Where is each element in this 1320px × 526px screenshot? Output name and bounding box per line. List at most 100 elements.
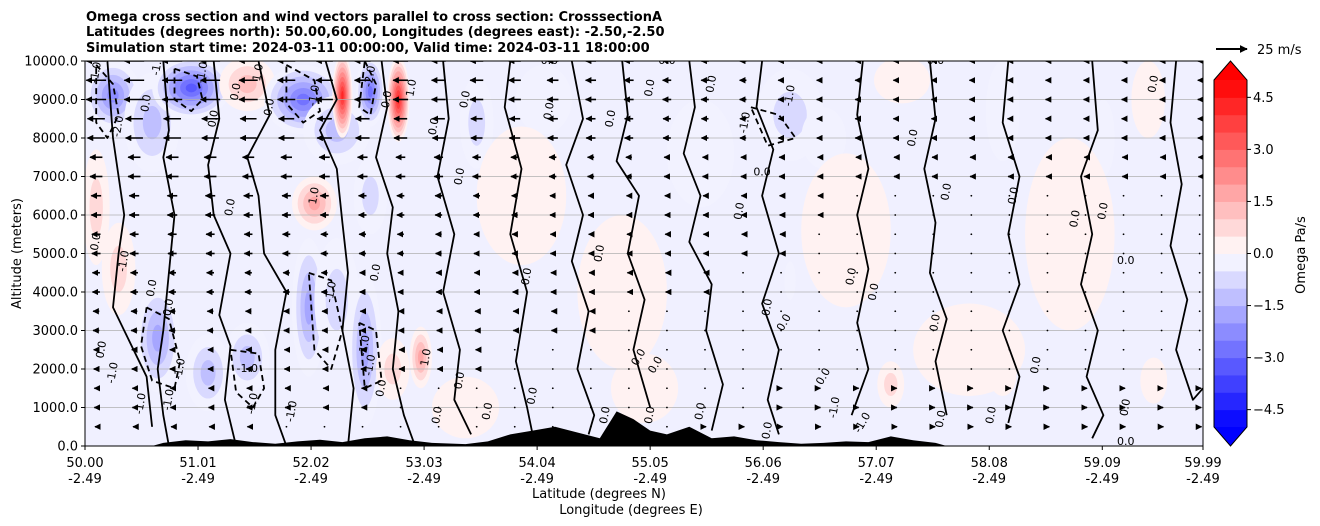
contour-line-solid bbox=[319, 61, 355, 446]
wind-vector bbox=[513, 425, 516, 428]
title-line-3: Simulation start time: 2024-03-11 00:00:… bbox=[86, 41, 650, 56]
x-tick-label-lon: -2.49 bbox=[1186, 472, 1220, 487]
contour-line-dashed bbox=[358, 321, 383, 390]
x-tick-label-lon: -2.49 bbox=[1085, 472, 1119, 487]
wind-vector bbox=[894, 329, 897, 332]
wind-vector bbox=[1084, 233, 1087, 236]
omega-feature-level bbox=[308, 196, 321, 211]
wind-vector bbox=[475, 425, 478, 428]
contour-line-solid bbox=[1169, 61, 1203, 401]
wind-vector bbox=[437, 387, 440, 390]
wind-vector bbox=[1046, 194, 1049, 197]
wind-vector bbox=[932, 252, 935, 255]
wind-vector bbox=[742, 387, 744, 390]
colorbar-tick-label: 1.5 bbox=[1253, 195, 1274, 210]
contour-label: 0.0 bbox=[451, 371, 467, 390]
y-axis: 0.0 1000.0 2000.0 3000.0 4000.0 5000.0 6000.0 7… bbox=[24, 55, 85, 455]
wind-vector bbox=[437, 406, 440, 409]
contour-label: 0.0 bbox=[753, 166, 771, 179]
wind-vector bbox=[780, 271, 782, 274]
quiver-key: 25 m/s bbox=[1216, 43, 1302, 58]
wind-vector bbox=[856, 348, 859, 351]
wind-vector bbox=[1198, 252, 1201, 255]
y-tick-label: 10000.0 bbox=[24, 55, 78, 70]
contour-line-dashed bbox=[95, 64, 120, 139]
omega-feature-level bbox=[873, 61, 930, 104]
colorbar-segment bbox=[1214, 288, 1247, 307]
wind-vector bbox=[399, 406, 402, 409]
wind-vector bbox=[666, 425, 668, 428]
y-tick-label: 4000.0 bbox=[33, 286, 79, 301]
omega-feature-level bbox=[666, 99, 735, 208]
colorbar-segment bbox=[1214, 80, 1247, 98]
wind-vector bbox=[666, 348, 668, 351]
omega-feature-level bbox=[142, 105, 162, 140]
colorbar-segment bbox=[1214, 357, 1247, 376]
contour-line-dashed bbox=[140, 306, 181, 390]
x-tick-label-lon: -2.49 bbox=[407, 472, 441, 487]
contour-label: -1.0 bbox=[149, 53, 166, 76]
colorbar: 4.5 3.0 1.5 0.0 −1.5 −3.0 −4.5 bbox=[1213, 60, 1285, 447]
contour-label: 0.0 bbox=[451, 167, 467, 186]
omega-feature-level bbox=[361, 176, 379, 215]
wind-vector bbox=[589, 387, 592, 390]
wind-vector bbox=[1198, 291, 1201, 293]
wind-vector bbox=[1198, 233, 1201, 236]
contour-line-solid bbox=[436, 61, 472, 435]
wind-vector bbox=[894, 214, 897, 216]
wind-vector bbox=[1160, 348, 1163, 351]
colorbar-segment bbox=[1214, 184, 1247, 202]
omega-feature-level bbox=[784, 261, 796, 300]
wind-vector bbox=[666, 387, 668, 390]
contour-label: 1.0 bbox=[403, 78, 419, 97]
wind-vector bbox=[1122, 368, 1125, 370]
y-tick-label: 1000.0 bbox=[33, 401, 79, 416]
wind-vector bbox=[551, 368, 554, 370]
x-tick-label-lat: 59.09 bbox=[1084, 456, 1121, 471]
colorbar-extend-bottom bbox=[1214, 427, 1247, 446]
contour-label: 0.0 bbox=[759, 421, 775, 440]
wind-vector bbox=[1198, 348, 1201, 351]
wind-vector bbox=[742, 368, 744, 370]
wind-vector bbox=[970, 233, 973, 236]
x-tick-label-lat: 55.05 bbox=[632, 456, 669, 471]
wind-vector bbox=[818, 291, 821, 293]
wind-vector bbox=[780, 348, 782, 351]
contour-label: 0.0 bbox=[692, 402, 708, 421]
wind-vector bbox=[856, 291, 859, 293]
wind-vector bbox=[894, 271, 897, 274]
wind-vector bbox=[1160, 291, 1163, 293]
wind-vector bbox=[818, 252, 821, 255]
contour-label: 0.0 bbox=[905, 128, 921, 147]
wind-vector bbox=[932, 233, 935, 236]
wind-vector bbox=[1160, 368, 1163, 370]
colorbar-segment bbox=[1214, 97, 1247, 116]
contour-label: 0.0 bbox=[759, 298, 775, 317]
wind-vector bbox=[818, 233, 821, 236]
wind-vector bbox=[513, 387, 516, 390]
colorbar-segment bbox=[1214, 409, 1247, 428]
wind-vector bbox=[399, 387, 402, 390]
x-tick-label-lon: -2.49 bbox=[746, 472, 780, 487]
wind-vector bbox=[1046, 252, 1049, 255]
wind-vector bbox=[780, 329, 782, 332]
contour-label: 0.0 bbox=[138, 94, 154, 113]
contour-label: 0.0 bbox=[524, 386, 540, 405]
contour-label: -1.0 bbox=[171, 357, 188, 380]
wind-vector bbox=[475, 406, 478, 409]
contour-labels: -1.0 -2.0 0.0 -1.0 -1.0 0.0 0.0 1.0 0.0 -1.0 -2.0 0… bbox=[87, 53, 1161, 446]
y-tick-label: 0.0 bbox=[57, 440, 78, 455]
x-tick-label-lat: 58.08 bbox=[971, 456, 1008, 471]
colorbar-segment bbox=[1214, 374, 1247, 393]
omega-feature-level bbox=[773, 91, 807, 138]
contour-line-solid bbox=[503, 61, 534, 435]
wind-vector bbox=[1008, 252, 1011, 255]
contour-label: 0.0 bbox=[222, 197, 238, 216]
contour-label: 0.0 bbox=[642, 78, 658, 97]
contour-label: -1.0 bbox=[781, 84, 798, 107]
wind-vector bbox=[742, 348, 744, 351]
contour-label: 0.0 bbox=[843, 267, 859, 286]
contour-line-solid bbox=[850, 61, 870, 416]
contour-line-solid bbox=[207, 61, 237, 446]
